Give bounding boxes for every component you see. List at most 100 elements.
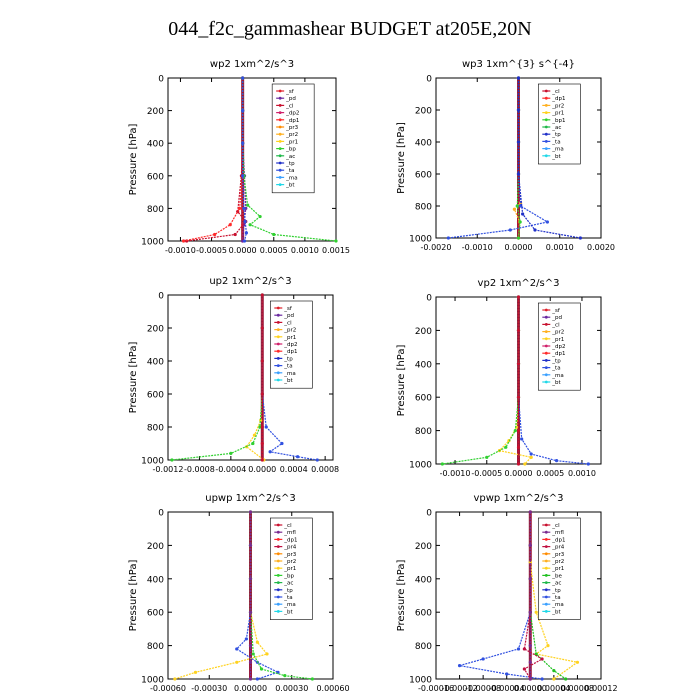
legend-entry: _ma [551, 373, 563, 379]
legend-entry: _dp1 [551, 537, 565, 543]
legend-marker [276, 595, 280, 599]
legend-entry: _ta [285, 168, 294, 174]
legend-marker [276, 364, 280, 367]
legend-entry: _pd [551, 315, 562, 321]
legend-entry: _ac [551, 581, 561, 587]
data-point [260, 425, 264, 429]
y-tick-label: 800 [147, 424, 164, 434]
legend-entry: _dp1 [551, 96, 565, 102]
data-point [255, 640, 259, 644]
x-tick-label: -0.0010 [165, 246, 196, 255]
data-point [248, 644, 253, 648]
legend-entry: _tp [551, 588, 561, 594]
x-tick-label: -0.00008 [465, 684, 501, 693]
legend-entry: _dp1 [283, 537, 297, 543]
data-point [545, 220, 549, 224]
legend-marker [544, 610, 548, 613]
data-point [523, 462, 527, 466]
data-point [554, 459, 559, 463]
y-tick-label: 200 [147, 107, 164, 117]
x-tick-label: 0.0000 [248, 465, 276, 474]
y-axis-label: Pressure [hPa] [128, 560, 139, 632]
legend-marker [276, 306, 280, 310]
legend-marker [544, 566, 548, 570]
data-point [233, 232, 237, 237]
legend-marker [544, 104, 548, 107]
legend-entry: _bt [551, 380, 561, 386]
data-point [512, 207, 516, 211]
data-point [564, 677, 568, 681]
y-tick-label: 1000 [141, 238, 164, 248]
y-tick-label: 400 [147, 140, 164, 150]
data-point [264, 425, 268, 429]
legend-entry: _pr4 [551, 545, 565, 551]
legend-entry: _pr4 [283, 545, 297, 551]
legend-marker [544, 132, 548, 136]
legend-entry: _cl [285, 103, 294, 109]
data-point [258, 214, 262, 219]
data-point [229, 451, 233, 455]
series-line-ta [242, 78, 248, 242]
data-point [228, 223, 232, 227]
legend-entry: _tp [551, 358, 561, 364]
series-line-pr4 [523, 512, 544, 680]
series-line-cl [186, 78, 247, 242]
legend-marker [276, 581, 280, 584]
x-tick-label: -0.0005 [471, 469, 502, 478]
data-point [260, 441, 264, 446]
legend-entry: _tp [551, 132, 561, 138]
x-tick-label: -0.00004 [489, 684, 525, 693]
legend-entry: _ta [283, 364, 292, 370]
data-point [181, 239, 186, 243]
data-point [457, 664, 462, 668]
x-tick-label: 0.00000 [234, 684, 267, 693]
legend-marker [278, 89, 282, 93]
data-point [213, 232, 217, 237]
legend-marker [276, 357, 280, 360]
data-point [242, 206, 246, 210]
legend-marker [544, 118, 548, 122]
legend-entry: _ac [285, 154, 295, 160]
legend-marker [544, 552, 548, 556]
legend-entry: _bp1 [551, 118, 565, 124]
legend-entry: _cl [283, 320, 292, 326]
data-point [505, 672, 509, 676]
x-tick-label: -0.0020 [421, 243, 452, 252]
data-point [518, 220, 522, 224]
legend-marker [278, 168, 282, 172]
x-tick-label: -0.0012 [153, 465, 184, 474]
legend-entry: _pd [285, 96, 296, 102]
legend-marker [544, 125, 548, 129]
legend-marker [276, 523, 280, 527]
chart-title: upwp 1xm^2/s^3 [205, 493, 295, 504]
x-tick-label: 0.0010 [291, 246, 319, 255]
chart-panel-6: vpwp 1xm^2/s^3 Pressure [hPa] 0 200 400 600 80… [396, 493, 618, 693]
data-point [258, 425, 262, 429]
data-point [520, 437, 524, 441]
data-point [540, 657, 544, 661]
legend-entry: _pr3 [283, 552, 297, 558]
chart-panel-3: up2 1xm^2/s^3 Pressure [hPa] 0 200 400 600 800… [128, 276, 339, 474]
y-tick-label: 400 [147, 575, 164, 585]
data-point [552, 677, 556, 681]
legend-entry: _ma [283, 371, 295, 377]
data-point [173, 677, 177, 681]
data-point [521, 212, 525, 216]
legend-entry: _pr3 [285, 125, 299, 131]
legend-marker [278, 96, 282, 100]
legend-marker [544, 147, 548, 151]
data-point [528, 644, 532, 648]
data-point [540, 677, 544, 681]
y-tick-label: 0 [158, 292, 164, 302]
legend-entry: _sf [285, 89, 295, 95]
x-tick-label: 0.0010 [546, 243, 574, 252]
legend-entry: _dp2 [551, 344, 565, 350]
legend-entry: _tp [285, 161, 295, 167]
data-point [268, 450, 272, 454]
data-point [255, 677, 259, 681]
y-tick-label: 200 [147, 542, 164, 552]
legend-marker [544, 337, 548, 341]
legend-marker [544, 538, 548, 541]
data-point [528, 660, 532, 664]
data-point [248, 510, 253, 514]
